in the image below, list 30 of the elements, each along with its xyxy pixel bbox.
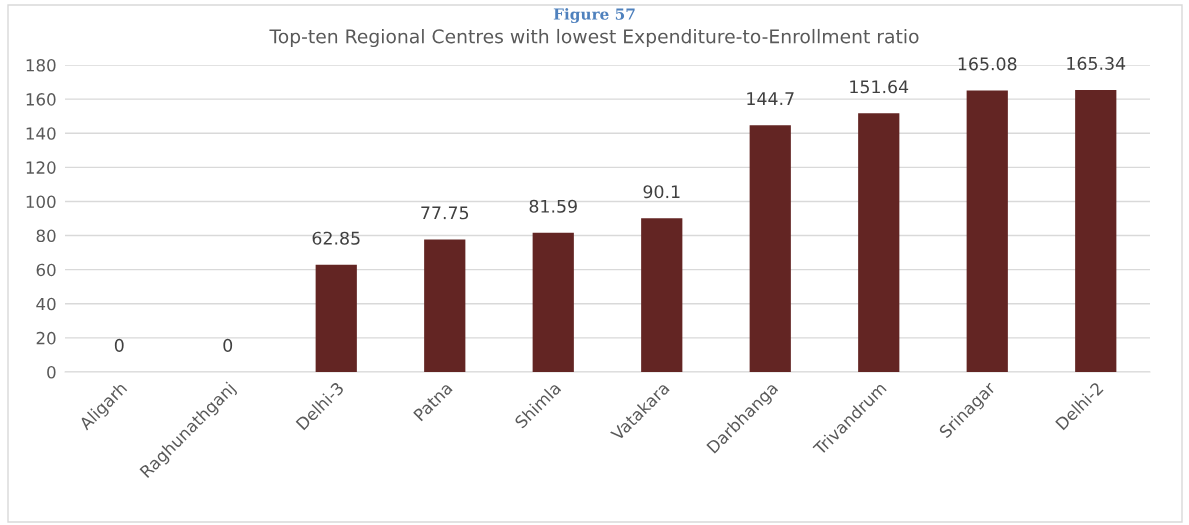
bar [424,239,466,372]
y-tick-label: 80 [36,229,56,243]
bar [858,113,900,372]
y-tick-label: 120 [26,161,56,174]
data-label: 165.34 [1067,56,1126,70]
y-tick-label: 0 [47,365,56,379]
data-label: 0 [223,338,233,352]
data-label: 81.59 [529,199,577,213]
y-tick-label: 40 [36,297,56,311]
data-label: 90.1 [643,185,680,199]
bar [966,90,1008,372]
y-tick-label: 160 [26,93,56,106]
y-tick-label: 100 [26,195,56,209]
chart-title: Top-ten Regional Centres with lowest Expenditure-to-Enrollment ratio [269,28,919,48]
y-tick-label: 180 [26,58,56,72]
data-label: 144.7 [747,92,794,105]
bar [315,264,357,372]
data-label: 62.85 [312,231,360,245]
y-tick-label: 140 [26,127,56,140]
data-label: 0 [114,338,124,352]
bar [749,125,791,372]
data-label: 77.75 [421,206,469,220]
bar [1075,90,1117,372]
data-label: 151.64 [850,80,909,94]
bar [641,218,683,372]
y-tick-label: 20 [36,331,56,345]
caption: Figure 57 [553,8,635,23]
bar [532,232,574,372]
y-tick-label: 60 [36,263,56,277]
data-label: 165.08 [958,57,1017,71]
